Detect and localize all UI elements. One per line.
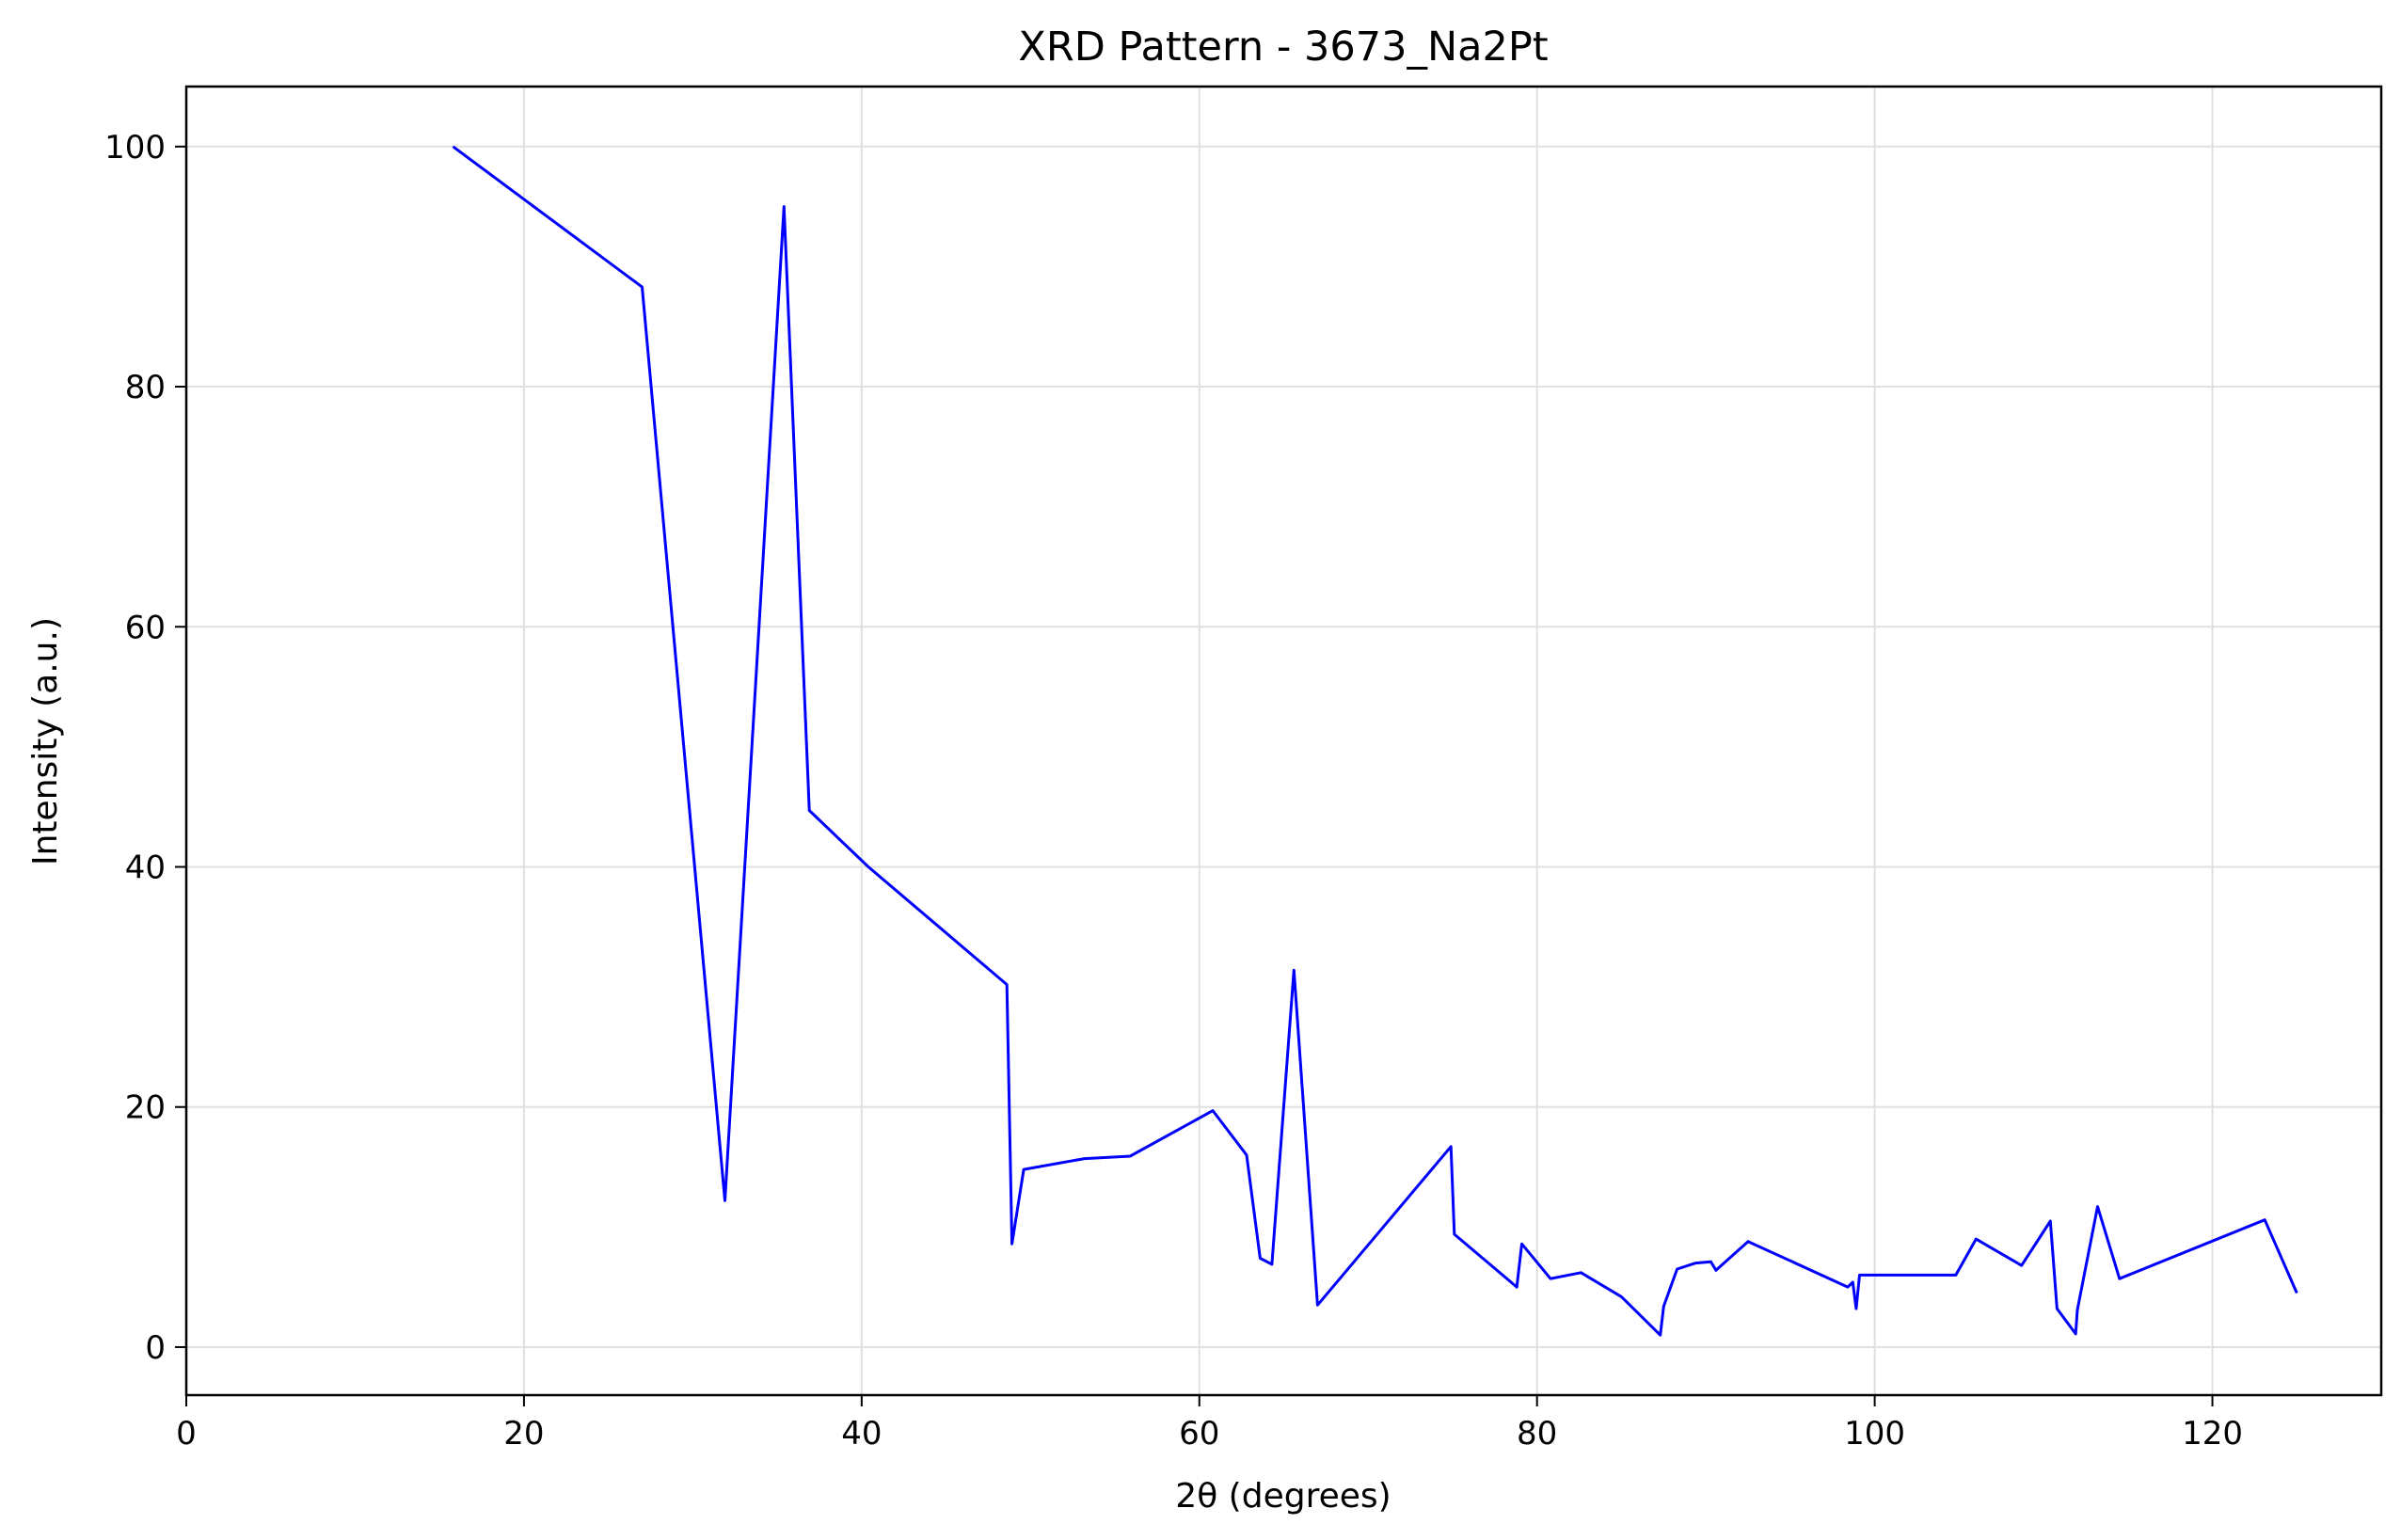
chart-title: XRD Pattern - 3673_Na2Pt (1018, 24, 1548, 71)
plot-frame (184, 85, 2383, 1397)
y-tick-label: 40 (125, 849, 166, 886)
y-axis-label: Intensity (a.u.) (26, 617, 65, 865)
x-tick-label: 20 (503, 1415, 544, 1453)
intensity-series-line (452, 145, 2298, 1337)
x-tick-label: 40 (841, 1415, 882, 1453)
y-tick-label: 80 (125, 369, 166, 406)
y-axis-ticks: 0 20 40 60 80 100 (104, 129, 186, 1367)
y-tick-label: 0 (145, 1329, 166, 1367)
x-axis-ticks: 0 20 40 60 80 100 120 (176, 1395, 2243, 1453)
x-tick-label: 120 (2182, 1415, 2243, 1453)
x-axis-label: 2θ (degrees) (1175, 1477, 1391, 1516)
x-tick-label: 100 (1844, 1415, 1905, 1453)
x-tick-label: 0 (176, 1415, 197, 1453)
y-tick-label: 20 (125, 1089, 166, 1127)
y-tick-label: 100 (104, 129, 166, 167)
x-tick-label: 80 (1517, 1415, 1557, 1453)
x-tick-label: 60 (1179, 1415, 1219, 1453)
y-tick-label: 60 (125, 609, 166, 646)
